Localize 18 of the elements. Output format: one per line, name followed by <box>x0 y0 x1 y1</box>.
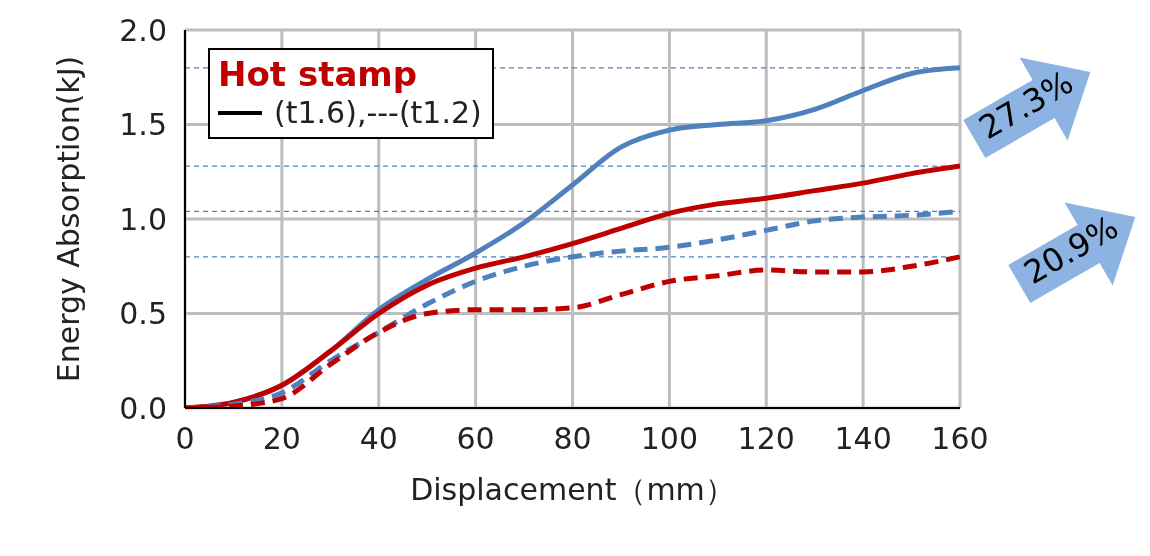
x-tick-label: 40 <box>359 421 398 457</box>
y-tick-label: 1.5 <box>119 107 167 143</box>
legend-title: (t1.6),---(t1.2) <box>274 94 482 131</box>
y-tick-label: 0.5 <box>119 296 167 332</box>
y-tick-label: 2.0 <box>119 12 167 48</box>
x-tick-label: 60 <box>456 421 495 457</box>
x-tick-label: 160 <box>931 421 989 457</box>
x-tick-label: 80 <box>553 421 592 457</box>
x-tick-label: 120 <box>737 421 795 457</box>
x-tick-label: 0 <box>175 421 195 457</box>
y-tick-label: 0.0 <box>119 390 167 426</box>
y-tick-label: 1.0 <box>119 201 167 237</box>
text: Hot stamp <box>218 54 418 94</box>
x-tick-label: 100 <box>640 421 699 457</box>
x-axis-title: Displacement（mm） <box>410 472 735 507</box>
y-axis-title: Energy Absorption(kJ) <box>50 55 86 383</box>
x-tick-label: 140 <box>834 421 892 457</box>
x-tick-label: 20 <box>262 421 301 457</box>
